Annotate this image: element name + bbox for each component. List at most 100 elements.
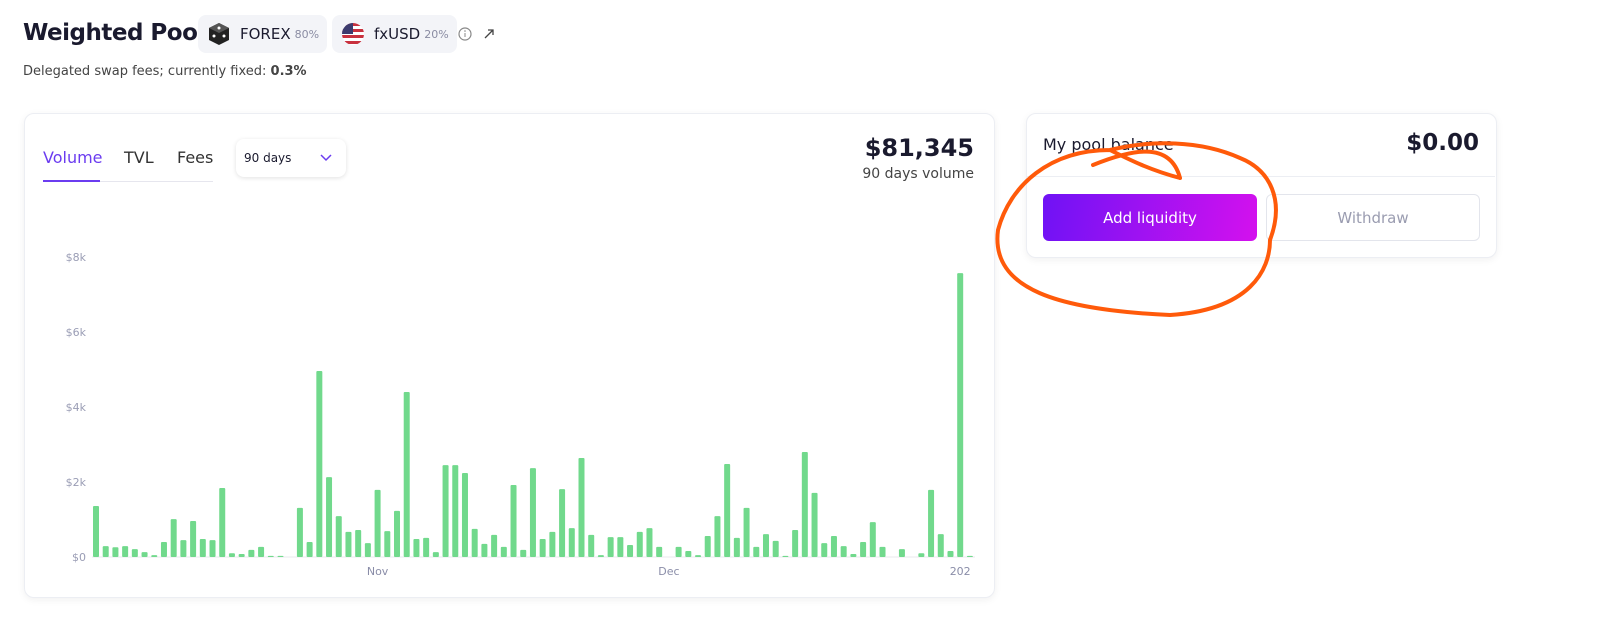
bar <box>937 534 944 557</box>
bar <box>122 546 129 557</box>
bar <box>228 553 235 557</box>
period-dropdown[interactable]: 90 days <box>236 139 346 177</box>
x-tick-label: Dec <box>658 565 679 578</box>
bar <box>782 555 789 557</box>
chart-card <box>24 113 995 598</box>
bar <box>500 546 507 557</box>
fee-text: Delegated swap fees; currently fixed: <box>23 64 267 79</box>
bar <box>947 551 954 557</box>
tab-rule <box>43 181 213 182</box>
bar <box>432 552 439 557</box>
y-tick-label: $2k <box>66 476 87 489</box>
bar <box>636 531 643 557</box>
bar <box>704 536 711 557</box>
bar <box>238 554 245 557</box>
bar <box>568 528 575 557</box>
bar <box>762 534 769 557</box>
token-pill[interactable]: fxUSD 20% <box>332 15 457 53</box>
bar <box>792 530 799 557</box>
bar <box>627 545 634 557</box>
bar <box>918 553 925 557</box>
bar <box>151 555 158 557</box>
bar <box>112 547 119 557</box>
y-tick-label: $6k <box>66 326 87 339</box>
bar <box>714 516 721 557</box>
summary-caption: 90 days volume <box>862 166 974 182</box>
tab-active[interactable]: Volume <box>43 148 103 167</box>
bar <box>549 531 556 557</box>
bar <box>957 273 964 557</box>
bar <box>491 534 498 557</box>
bar <box>461 473 468 557</box>
bar <box>326 477 333 557</box>
bar <box>93 506 99 557</box>
bar <box>345 531 352 557</box>
bar <box>423 537 430 557</box>
bar <box>578 458 585 557</box>
bar <box>529 468 536 557</box>
tab-underline <box>43 180 100 182</box>
bar <box>743 507 750 557</box>
bar <box>510 485 517 557</box>
bar <box>102 546 109 557</box>
token-pill[interactable]: FOREX 80% <box>198 15 328 53</box>
bar <box>481 543 488 557</box>
bar <box>724 464 731 557</box>
y-tick-label: $4k <box>66 401 87 414</box>
summary-value: $81,345 <box>864 134 974 162</box>
info-link-icons[interactable] <box>457 26 497 42</box>
bar <box>607 537 614 557</box>
bar <box>675 546 682 557</box>
bar <box>296 507 303 557</box>
bar <box>539 539 546 557</box>
bar <box>364 543 371 557</box>
bar <box>160 542 167 557</box>
bar <box>860 542 867 557</box>
x-tick-label: 202 <box>950 565 971 578</box>
bar <box>753 546 760 557</box>
tab[interactable]: TVL <box>124 148 154 167</box>
bar <box>966 555 973 557</box>
bar <box>879 546 886 557</box>
token-symbol: fxUSD <box>374 25 421 43</box>
bar <box>190 521 197 557</box>
bar <box>588 534 595 557</box>
bar <box>306 542 313 557</box>
bar <box>374 489 381 557</box>
balance-value: $0.00 <box>1406 130 1479 156</box>
bar <box>141 552 148 557</box>
bar <box>850 554 857 557</box>
bar <box>928 489 935 557</box>
bar <box>840 546 847 557</box>
bar <box>316 371 323 557</box>
period-label: 90 days <box>244 151 292 165</box>
bar <box>733 537 740 557</box>
tab[interactable]: Fees <box>177 148 214 167</box>
chevron <box>320 154 332 162</box>
bar <box>403 392 410 557</box>
bar <box>811 492 818 557</box>
bar <box>617 537 624 557</box>
bar <box>355 530 362 557</box>
bar <box>452 465 459 557</box>
fee-info: Delegated swap fees; currently fixed: 0.… <box>23 64 307 79</box>
forex-icon <box>209 23 229 45</box>
bar <box>258 546 265 557</box>
bar <box>384 531 391 557</box>
bar <box>199 539 206 557</box>
bar <box>559 489 566 557</box>
bar <box>898 549 905 557</box>
x-tick-label: Nov <box>367 565 389 578</box>
bar <box>801 452 808 557</box>
bar <box>277 555 284 557</box>
bar <box>685 551 692 557</box>
bar <box>772 540 779 557</box>
y-tick-label: $8k <box>66 251 87 264</box>
bar <box>248 549 255 557</box>
bar <box>413 539 420 557</box>
fee-value: 0.3% <box>270 64 307 79</box>
bar <box>597 555 604 557</box>
usd-flag-icon <box>342 23 364 45</box>
bar <box>830 536 837 557</box>
